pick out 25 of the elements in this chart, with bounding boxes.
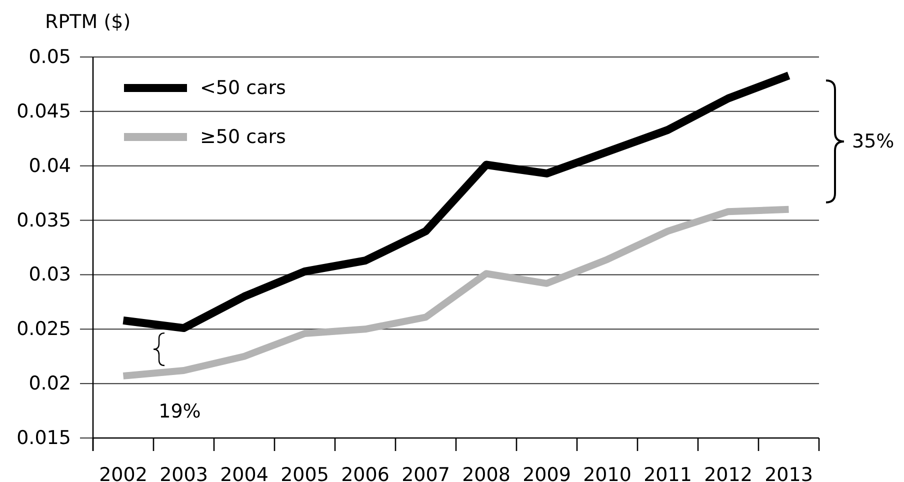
x-tick-label: 2004	[220, 464, 268, 482]
legend-label: ≥50 cars	[200, 126, 286, 148]
y-tick-label: 0.025	[16, 318, 71, 340]
y-tick-label: 0.02	[28, 372, 71, 395]
text: 35%	[852, 130, 894, 152]
x-tick-label: 2003	[160, 464, 208, 482]
x-tick-label: 2005	[280, 464, 329, 482]
y-axis-title: RPTM ($)	[45, 11, 131, 33]
y-tick-label: 0.03	[28, 264, 71, 286]
y-tick-label: 0.05	[28, 46, 71, 68]
y-tick-label: 0.045	[16, 100, 71, 122]
y-tick-label: 0.015	[16, 427, 71, 449]
y-tick-label: 0.04	[28, 154, 71, 177]
x-tick-label: 2008	[462, 464, 510, 482]
x-tick-label: 2006	[341, 464, 390, 482]
annotation: 19%	[158, 400, 201, 423]
x-tick-label: 2011	[644, 464, 692, 482]
x-tick-label: 2009	[522, 464, 571, 482]
x-tick-label: 2010	[583, 464, 632, 482]
legend-label: <50 cars	[200, 77, 286, 99]
x-tick-label: 2007	[402, 464, 450, 482]
x-tick-label: 2012	[704, 464, 752, 482]
x-tick-label: 2002	[99, 464, 148, 482]
y-tick-label: 0.035	[16, 209, 71, 232]
x-tick-label: 2013	[764, 464, 813, 482]
